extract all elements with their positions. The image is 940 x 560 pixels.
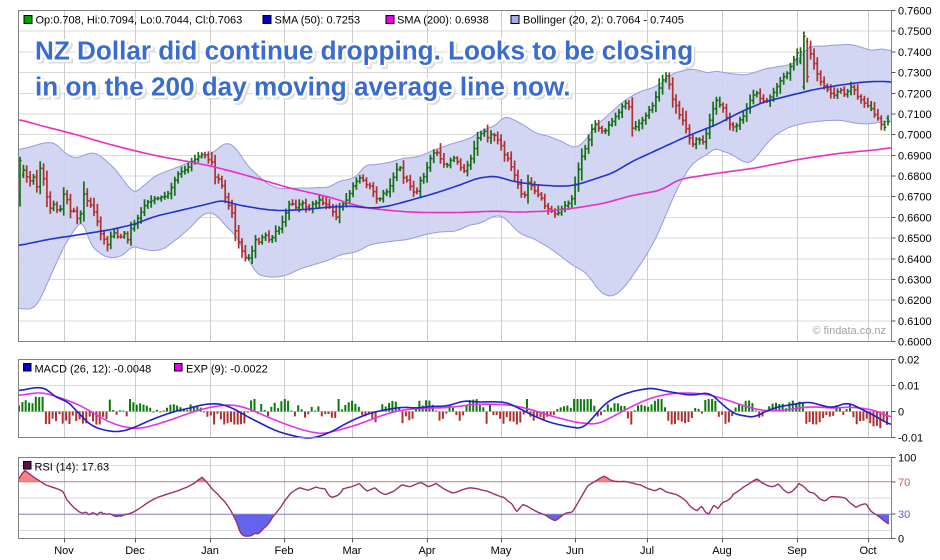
svg-text:0: 0: [898, 407, 904, 419]
svg-text:0: 0: [898, 534, 904, 546]
svg-text:Jul: Jul: [640, 545, 654, 557]
svg-text:Aug: Aug: [712, 545, 732, 557]
svg-text:MACD (26, 12): -0.0048: MACD (26, 12): -0.0048: [35, 364, 152, 376]
svg-text:Jan: Jan: [201, 545, 219, 557]
svg-text:0.6900: 0.6900: [898, 150, 932, 162]
svg-text:Oct: Oct: [859, 545, 876, 557]
svg-text:NZ Dollar did continue droppin: NZ Dollar did continue dropping. Looks t…: [38, 38, 696, 68]
svg-text:0.6700: 0.6700: [898, 192, 932, 204]
svg-text:0.7200: 0.7200: [898, 88, 932, 100]
svg-text:Mar: Mar: [343, 545, 362, 557]
svg-text:-0.01: -0.01: [898, 433, 923, 445]
svg-text:Op:0.708, Hi:0.7094, Lo:0.7044: Op:0.708, Hi:0.7094, Lo:0.7044, Cl:0.706…: [36, 15, 243, 27]
svg-text:Apr: Apr: [418, 545, 435, 557]
svg-text:70: 70: [898, 477, 910, 489]
svg-text:RSI (14): 17.63: RSI (14): 17.63: [35, 462, 110, 474]
svg-text:0.7400: 0.7400: [898, 47, 932, 59]
svg-text:0.6600: 0.6600: [898, 212, 932, 224]
svg-text:© findata.co.nz: © findata.co.nz: [812, 325, 886, 337]
svg-text:0.7100: 0.7100: [898, 109, 932, 121]
svg-text:0.7600: 0.7600: [898, 6, 932, 18]
svg-text:30: 30: [898, 509, 910, 521]
svg-text:Nov: Nov: [54, 545, 74, 557]
svg-text:May: May: [491, 545, 512, 557]
svg-text:0.6000: 0.6000: [898, 337, 932, 349]
svg-text:0.6200: 0.6200: [898, 295, 932, 307]
svg-text:in on the 200 day moving avera: in on the 200 day moving average line no…: [38, 74, 574, 104]
svg-text:0.6100: 0.6100: [898, 316, 932, 328]
svg-text:0.01: 0.01: [898, 381, 919, 393]
svg-text:0.7000: 0.7000: [898, 130, 932, 142]
svg-text:0.6300: 0.6300: [898, 274, 932, 286]
svg-text:0.6500: 0.6500: [898, 233, 932, 245]
svg-text:NZ Dollar did continue droppin: NZ Dollar did continue dropping. Looks t…: [35, 36, 693, 66]
svg-text:0.02: 0.02: [898, 355, 919, 367]
svg-text:Bollinger (20, 2): 0.7064 - 0.: Bollinger (20, 2): 0.7064 - 0.7405: [523, 15, 684, 27]
svg-text:0.6800: 0.6800: [898, 171, 932, 183]
svg-text:in on the 200 day moving avera: in on the 200 day moving average line no…: [35, 71, 571, 101]
svg-text:0.7300: 0.7300: [898, 68, 932, 80]
svg-text:EXP (9): -0.0022: EXP (9): -0.0022: [186, 364, 268, 376]
svg-text:Jun: Jun: [566, 545, 584, 557]
svg-text:SMA (50): 0.7253: SMA (50): 0.7253: [275, 15, 361, 27]
svg-text:Sep: Sep: [787, 545, 807, 557]
svg-text:0.7500: 0.7500: [898, 26, 932, 38]
svg-text:0.6400: 0.6400: [898, 254, 932, 266]
svg-text:100: 100: [898, 453, 916, 465]
svg-text:Dec: Dec: [125, 545, 145, 557]
svg-text:Feb: Feb: [275, 545, 294, 557]
svg-text:SMA (200): 0.6938: SMA (200): 0.6938: [397, 15, 489, 27]
